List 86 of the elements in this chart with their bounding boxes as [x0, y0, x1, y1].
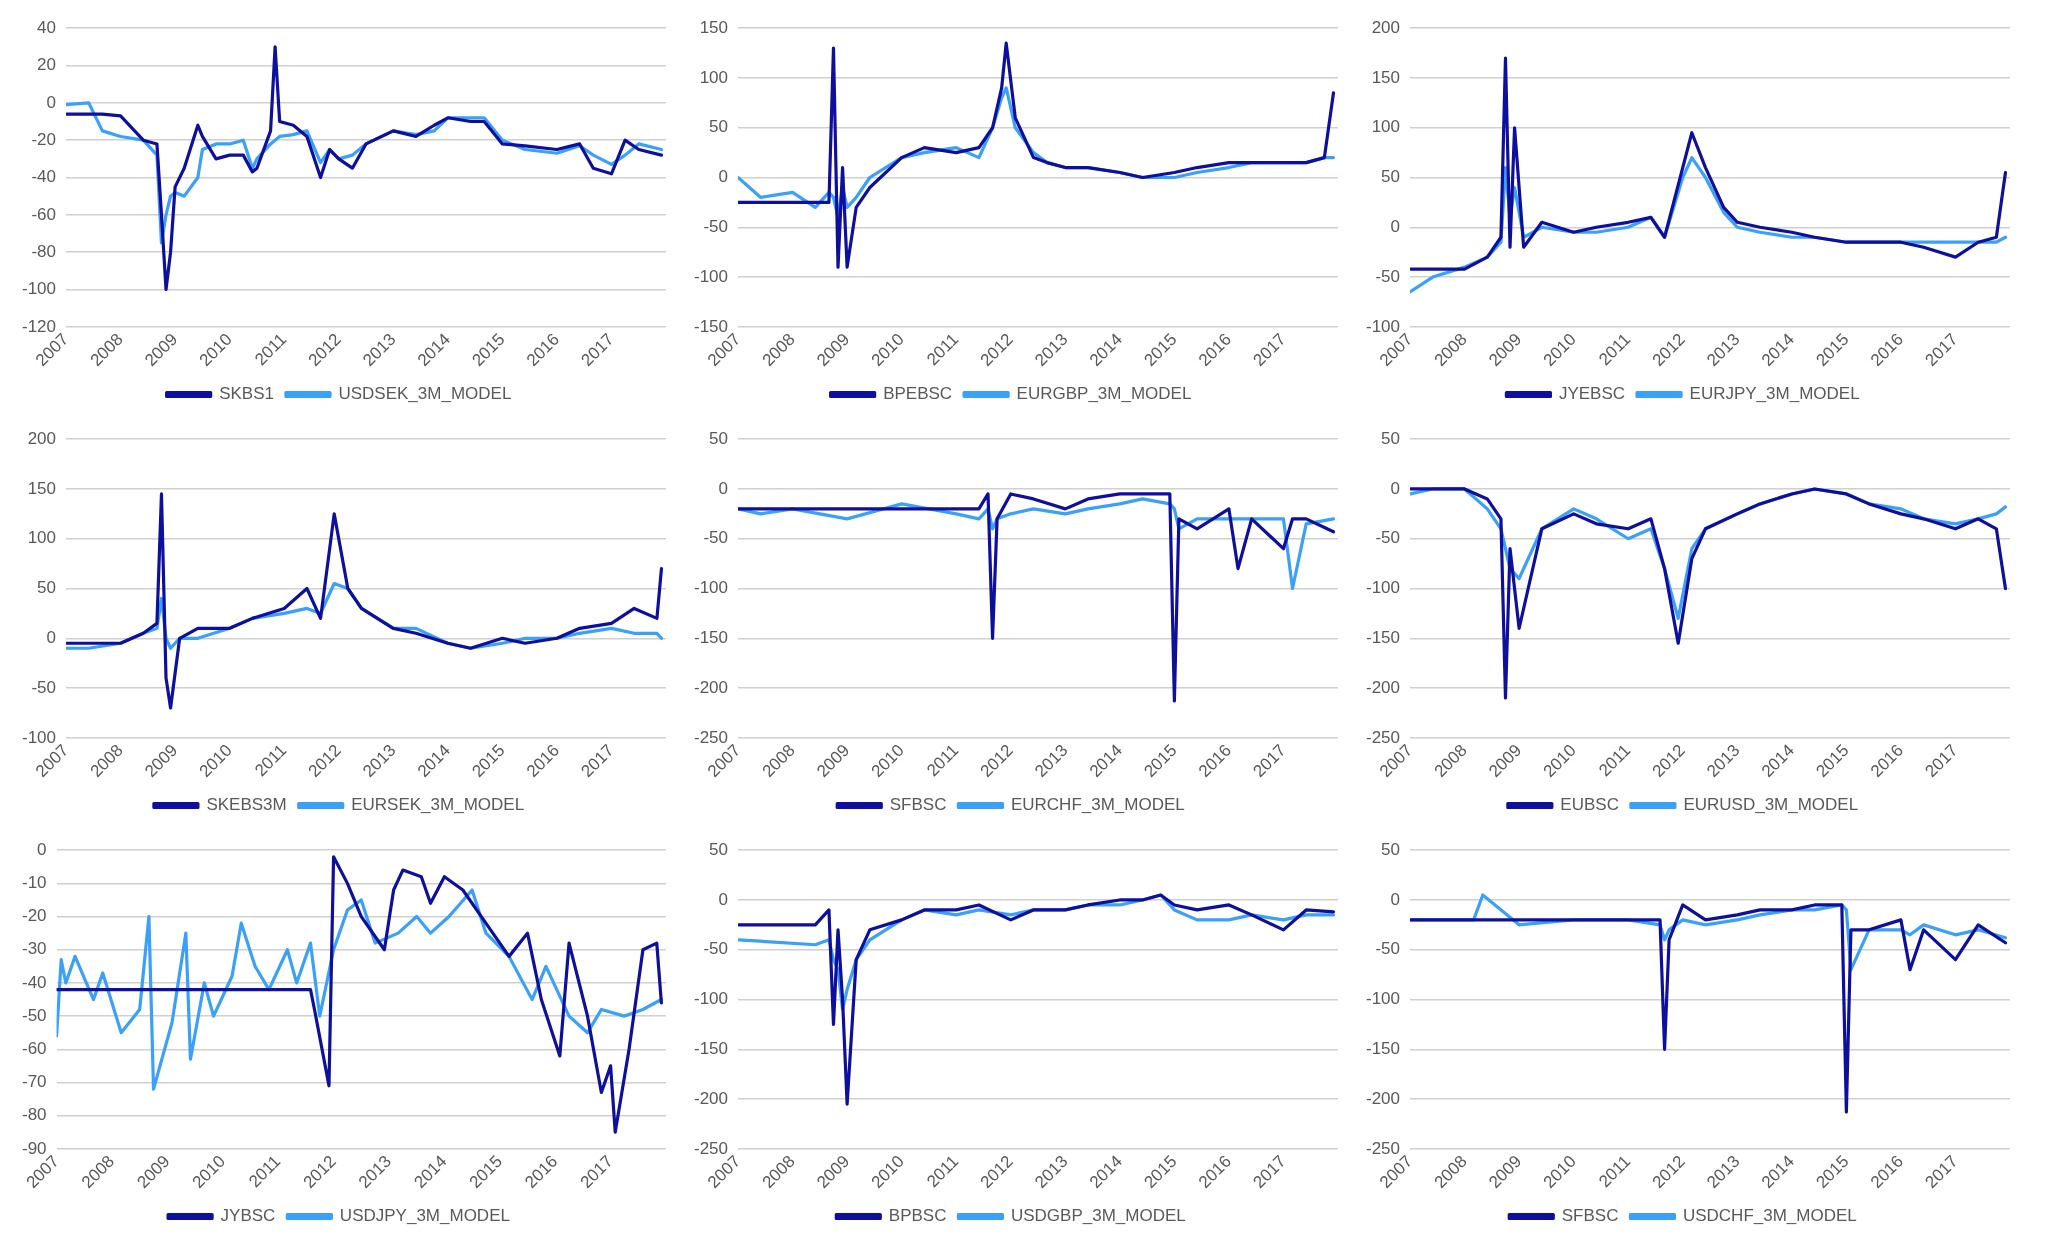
y-tick-label: -70 — [21, 1072, 47, 1092]
y-tick-label: 200 — [1371, 17, 1401, 37]
y-tick-label: 100 — [1371, 117, 1401, 137]
y-tick-label: 50 — [37, 578, 57, 598]
legend-label: EURSEK_3M_MODEL — [351, 795, 525, 815]
y-tick-label: -200 — [693, 677, 729, 697]
y-tick-label: -100 — [21, 279, 57, 299]
legend-label: JYBSC — [220, 1206, 276, 1226]
y-tick-label: -100 — [1365, 578, 1401, 598]
y-tick-label: 0 — [1390, 889, 1401, 909]
y-tick-label: 150 — [27, 478, 57, 498]
y-tick-label: 150 — [1371, 67, 1401, 87]
y-tick-label: -250 — [693, 1138, 729, 1158]
y-tick-label: -150 — [693, 1038, 729, 1058]
y-tick-label: 0 — [46, 92, 57, 112]
y-tick-label: -50 — [21, 1005, 47, 1025]
y-tick-label: -150 — [693, 627, 729, 647]
legend-label: BPEBSC — [883, 384, 953, 404]
y-tick-label: 0 — [718, 167, 729, 187]
legend-label: EURUSD_3M_MODEL — [1683, 795, 1859, 815]
y-tick-label: -90 — [21, 1138, 47, 1158]
y-tick-label: -150 — [1365, 1038, 1401, 1058]
legend-label: EUBSC — [1560, 795, 1619, 815]
y-tick-label: -50 — [31, 677, 57, 697]
y-tick-label: -50 — [703, 939, 729, 959]
legend-label: BPBSC — [888, 1206, 947, 1226]
y-tick-label: -40 — [21, 972, 47, 992]
y-tick-label: 0 — [1390, 216, 1401, 236]
y-tick-label: -50 — [1375, 939, 1401, 959]
y-tick-label: -200 — [1365, 1088, 1401, 1108]
legend-label: USDSEK_3M_MODEL — [338, 384, 512, 404]
y-tick-label: -150 — [1365, 627, 1401, 647]
legend-label: JYEBSC — [1558, 384, 1626, 404]
legend-label: USDGBP_3M_MODEL — [1010, 1206, 1186, 1226]
y-tick-label: -60 — [31, 204, 57, 224]
y-tick-label: 100 — [27, 528, 57, 548]
y-tick-label: 50 — [709, 428, 729, 448]
y-tick-label: -10 — [21, 873, 47, 893]
y-tick-label: -40 — [31, 167, 57, 187]
y-tick-label: 0 — [718, 889, 729, 909]
y-tick-label: -20 — [21, 906, 47, 926]
y-tick-label: 20 — [37, 55, 57, 75]
y-tick-label: -200 — [1365, 677, 1401, 697]
y-tick-label: 150 — [699, 17, 729, 37]
y-tick-label: 50 — [1381, 167, 1401, 187]
y-tick-label: 0 — [46, 627, 57, 647]
legend-label: USDJPY_3M_MODEL — [339, 1206, 510, 1226]
y-tick-label: 200 — [27, 428, 57, 448]
y-tick-label: -100 — [1365, 316, 1401, 336]
y-tick-label: 50 — [1381, 839, 1401, 859]
y-tick-label: -50 — [1375, 266, 1401, 286]
y-tick-label: 100 — [699, 67, 729, 87]
y-tick-label: -100 — [693, 578, 729, 598]
y-tick-label: 0 — [718, 478, 729, 498]
y-tick-label: 0 — [1390, 478, 1401, 498]
y-tick-label: 50 — [1381, 428, 1401, 448]
y-tick-label: -100 — [693, 989, 729, 1009]
legend-label: SFBSC — [1561, 1206, 1619, 1226]
y-tick-label: 50 — [709, 839, 729, 859]
y-tick-label: -100 — [693, 266, 729, 286]
legend-label: SKBS1 — [219, 384, 274, 404]
y-tick-label: 40 — [37, 17, 57, 37]
y-tick-label: -50 — [703, 528, 729, 548]
legend-label: EURGBP_3M_MODEL — [1016, 384, 1192, 404]
y-tick-label: -80 — [21, 1105, 47, 1125]
y-tick-label: 0 — [37, 839, 47, 859]
y-tick-label: -250 — [693, 727, 729, 747]
y-tick-label: -80 — [31, 241, 57, 261]
y-tick-label: -60 — [21, 1038, 47, 1058]
y-tick-label: -50 — [1375, 528, 1401, 548]
y-tick-label: -20 — [31, 129, 57, 149]
y-tick-label: -50 — [703, 216, 729, 236]
legend-label: EURJPY_3M_MODEL — [1689, 384, 1860, 404]
legend-label: USDCHF_3M_MODEL — [1682, 1206, 1857, 1226]
legend-label: EURCHF_3M_MODEL — [1010, 795, 1185, 815]
legend-label: SKEBS3M — [206, 795, 287, 815]
y-tick-label: -250 — [1365, 1138, 1401, 1158]
legend-label: SFBSC — [889, 795, 947, 815]
y-tick-label: -100 — [1365, 989, 1401, 1009]
y-tick-label: -120 — [21, 316, 57, 336]
y-tick-label: -250 — [1365, 727, 1401, 747]
y-tick-label: -100 — [21, 727, 57, 747]
y-tick-label: 50 — [709, 117, 729, 137]
y-tick-label: -150 — [693, 316, 729, 336]
y-tick-label: -30 — [21, 939, 47, 959]
y-tick-label: -200 — [693, 1088, 729, 1108]
